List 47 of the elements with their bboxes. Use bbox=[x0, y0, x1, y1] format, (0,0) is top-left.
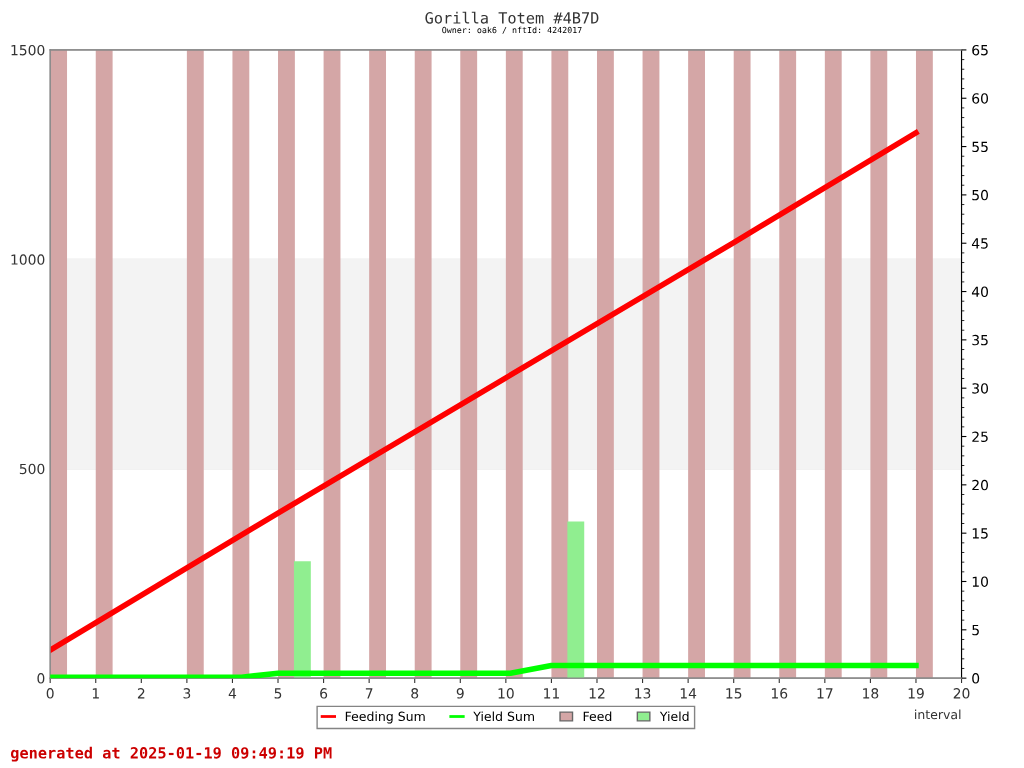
chart-title: Gorilla Totem #4B7D bbox=[425, 11, 599, 24]
text: generated at 2025-01-19 09:49:19 PM bbox=[10, 746, 332, 762]
y2-tick-label: 35 bbox=[972, 334, 988, 346]
y2-tick-label: 50 bbox=[972, 189, 989, 201]
x-tick-label: 12 bbox=[589, 688, 605, 699]
x-tick-label: 9 bbox=[456, 688, 464, 699]
legend-label: Feed bbox=[583, 711, 612, 722]
x-tick-label: 11 bbox=[544, 688, 559, 699]
y2-tick-label: 60 bbox=[972, 93, 989, 104]
x-tick-label: 18 bbox=[863, 688, 879, 699]
legend-label: Yield bbox=[659, 711, 689, 722]
x-axis-title: interval bbox=[915, 709, 961, 720]
y2-tick-label: 45 bbox=[971, 238, 988, 249]
y2-tick-label: 25 bbox=[972, 431, 988, 442]
y2-tick-label: 30 bbox=[972, 383, 989, 394]
x-tick-label: 13 bbox=[635, 688, 651, 699]
y-tick-label: 500 bbox=[19, 463, 45, 475]
y2-tick-label: 65 bbox=[972, 44, 988, 56]
x-tick-label: 6 bbox=[320, 688, 328, 699]
x-tick-label: 0 bbox=[46, 688, 54, 699]
y2-tick-label: 0 bbox=[972, 673, 980, 684]
x-tick-label: 5 bbox=[274, 688, 282, 699]
y2-tick-label: 10 bbox=[972, 576, 989, 587]
x-tick-label: 8 bbox=[411, 688, 419, 699]
y2-tick-label: 5 bbox=[972, 624, 979, 636]
chart-subtitle: Owner: oak6 / nftId: 4242017 bbox=[442, 26, 582, 34]
legend-label: Yield Sum bbox=[473, 711, 534, 722]
x-tick-label: 4 bbox=[228, 688, 237, 699]
y2-tick-label: 40 bbox=[971, 286, 989, 298]
y-tick-label: 1000 bbox=[11, 254, 45, 265]
y2-tick-label: 55 bbox=[972, 141, 988, 153]
x-tick-label: 14 bbox=[680, 688, 697, 699]
x-tick-label: 10 bbox=[498, 688, 514, 699]
x-tick-label: 3 bbox=[183, 688, 191, 699]
y-tick-label: 1500 bbox=[11, 44, 45, 56]
x-tick-label: 2 bbox=[137, 688, 145, 699]
x-tick-label: 15 bbox=[726, 688, 742, 699]
x-tick-label: 17 bbox=[817, 688, 833, 699]
x-tick-label: 7 bbox=[365, 688, 373, 699]
legend-label: Feeding Sum bbox=[345, 711, 425, 724]
y2-tick-label: 15 bbox=[972, 528, 988, 539]
x-tick-label: 19 bbox=[908, 688, 924, 699]
x-tick-label: 1 bbox=[92, 688, 99, 699]
y-tick-label: 0 bbox=[37, 673, 45, 684]
x-tick-label: 20 bbox=[953, 688, 970, 699]
y2-tick-label: 20 bbox=[972, 479, 989, 491]
x-tick-label: 16 bbox=[771, 688, 788, 699]
